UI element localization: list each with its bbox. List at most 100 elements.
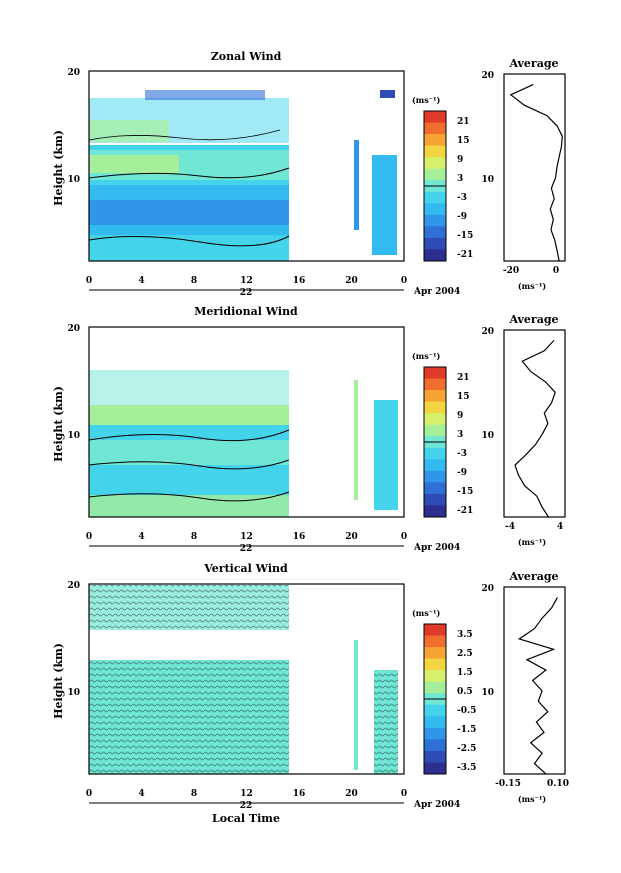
vertical-xtick: 8 [191,789,197,799]
meridional-band-bottom [89,495,289,517]
zonal-strip-top [380,90,395,98]
colorbar-swatch [424,670,446,683]
zonal-contour-3 [88,129,281,141]
meridional-cells [88,370,398,517]
meridional-band-green [89,405,289,425]
vertical-colorbar-tick: 1.5 [457,668,473,678]
vertical-contours-top [89,585,289,630]
colorbar-swatch [424,145,446,158]
colorbar-swatch [424,168,446,181]
zonal-colorbar: (ms⁻¹) 21 15 9 3 -3 -9 -15 -21 [412,95,473,262]
zonal-xtick: 0 [86,276,92,286]
vertical-heatmap: 0 4 8 12 16 20 0 20 10 22 Apr 2004 Local… [67,581,460,825]
meridional-colorbar-tick: 9 [457,411,463,421]
meridional-profile-xlabel: (ms⁻¹) [518,537,546,547]
colorbar-swatch [424,413,446,426]
meridional-profile-ytick: 10 [481,431,494,441]
vertical-contours-end [374,670,398,774]
zonal-contour-2 [88,235,290,247]
zonal-colorbar-tick: 15 [457,136,470,146]
vertical-day-label: 22 [240,801,253,811]
vertical-xtick: 0 [86,789,92,799]
colorbar-swatch [424,134,446,147]
zonal-colorbar-tick: -15 [457,231,473,241]
colorbar-swatch [424,727,446,740]
vertical-profile-frame [503,586,566,775]
vertical-profile-xlabel: (ms⁻¹) [518,794,546,804]
vertical-colorbar-tick: 3.5 [457,630,473,640]
vertical-contours-low [89,660,289,774]
colorbar-swatch [424,658,446,671]
meridional-contour-2 [88,459,290,470]
zonal-cells [88,90,397,261]
zonal-ylabel: Height (km) [52,130,65,206]
meridional-strip-20 [354,380,358,500]
zonal-title: Zonal Wind [211,50,282,63]
colorbar-swatch [424,624,446,637]
zonal-colorbar-tick: 9 [457,155,463,165]
colorbar-swatch [424,214,446,227]
vertical-profile-line [517,597,558,775]
meridional-colorbar-tick: -21 [457,506,473,516]
zonal-profile-ytick: 10 [481,175,494,185]
meridional-date-label: Apr 2004 [413,543,460,553]
colorbar-swatch [424,447,446,460]
vertical-colorbar-unit: (ms⁻¹) [412,608,440,618]
zonal-profile-line [509,83,563,262]
vertical-strip-20 [354,640,358,770]
zonal-colorbar-unit: (ms⁻¹) [412,95,440,105]
meridional-contour-3 [88,491,290,502]
vertical-colorbar-tick: -2.5 [457,744,476,754]
zonal-profile-ytick: 20 [481,71,494,81]
zonal-strip-end [372,155,397,255]
vertical-colorbar-tick: -3.5 [457,763,476,773]
vertical-xtick: 12 [240,789,253,799]
colorbar-swatch [424,111,446,124]
meridional-xtick: 0 [86,532,92,542]
meridional-day-axis: 22 Apr 2004 [89,543,460,554]
zonal-xtick: 4 [138,276,144,286]
colorbar-swatch [424,367,446,380]
vertical-title: Vertical Wind [203,562,288,575]
meridional-colorbar-tick: 21 [457,373,470,383]
zonal-xtick: 0 [401,276,407,286]
vertical-xtick: 4 [138,789,144,799]
meridional-colorbar: (ms⁻¹) 21 15 9 3 -3 -9 -15 -21 [412,351,473,518]
meridional-colorbar-tick: 3 [457,430,463,440]
zonal-xtick: 12 [240,276,253,286]
zonal-xtick: 20 [345,276,358,286]
colorbar-swatch [424,716,446,729]
colorbar-swatch [424,203,446,216]
zonal-colorbar-tick: 3 [457,174,463,184]
vertical-cells [89,585,398,774]
vertical-xtick: 16 [293,789,306,799]
colorbar-swatch [424,122,446,135]
meridional-profile-xtick: 4 [557,522,563,532]
meridional-frame [88,326,405,518]
colorbar-swatch [424,635,446,648]
panel-zonal: Zonal Wind Height (km) 0 [52,50,566,298]
vertical-colorbar-tick: 0.5 [457,687,473,697]
meridional-profile-line [514,339,556,518]
meridional-colorbar-tick: -3 [457,449,467,459]
zonal-colorbar-frame [423,110,447,262]
meridional-ytick: 20 [67,324,80,334]
meridional-xtick: 4 [138,532,144,542]
meridional-contour-1 [88,429,290,442]
vertical-colorbar-tick: -1.5 [457,725,476,735]
zonal-colorbar-tick: -21 [457,250,473,260]
zonal-xtick: 16 [293,276,306,286]
vertical-xtick: 0 [401,789,407,799]
meridional-colorbar-unit: (ms⁻¹) [412,351,440,361]
zonal-heatmap: 0 4 8 12 16 20 0 20 10 22 Apr 2004 [67,68,460,298]
meridional-ylabel: Height (km) [52,386,65,462]
meridional-band-mid [89,440,289,465]
zonal-xtick: 8 [191,276,197,286]
colorbar-swatch [424,750,446,763]
colorbar-swatch [424,762,446,775]
vertical-colorbar-tick: -0.5 [457,706,476,716]
meridional-colorbar-swatches [424,367,446,518]
zonal-colorbar-tick: -9 [457,212,467,222]
vertical-profile-ytick: 10 [481,688,494,698]
meridional-profile-title: Average [508,313,558,326]
